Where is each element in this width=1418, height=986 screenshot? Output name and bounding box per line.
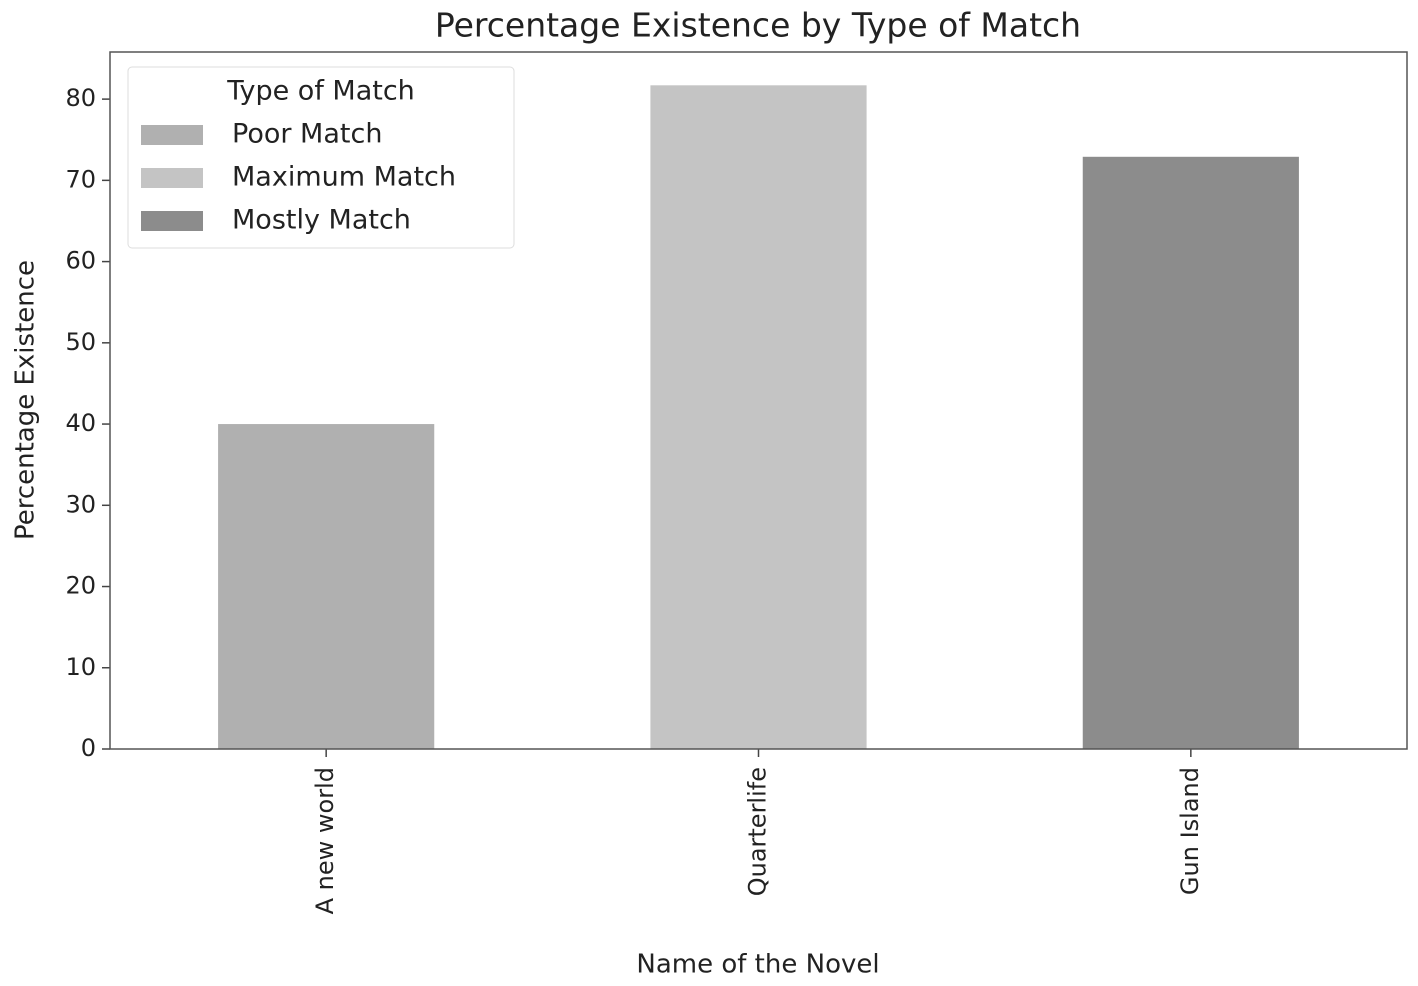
y-tick-label: 10: [65, 653, 96, 681]
y-tick-label: 30: [65, 490, 96, 518]
bar: [218, 424, 435, 749]
plot-frame: [109, 51, 1408, 750]
legend-swatch: [141, 125, 203, 145]
legend: Type of Match Poor Match Maximum Match Most…: [127, 66, 515, 249]
y-tick-label: 60: [65, 247, 96, 275]
legend-title: Type of Match: [226, 76, 415, 107]
x-tick-label: Quarterlife: [744, 767, 772, 896]
x-axis-label: Name of the Novel: [636, 950, 879, 980]
legend-label: Mostly Match: [232, 205, 411, 236]
legend-swatch: [141, 211, 203, 231]
x-tick-label: Gun Island: [1176, 767, 1204, 895]
bar: [1082, 156, 1299, 749]
x-tick-label: A new world: [311, 767, 339, 914]
y-tick-label: 40: [65, 409, 96, 437]
y-tick-label: 20: [65, 572, 96, 600]
legend-label: Maximum Match: [232, 162, 456, 193]
y-tick-label: 0: [81, 734, 96, 762]
y-tick-label: 50: [65, 328, 96, 356]
y-tick-label: 80: [65, 84, 96, 112]
legend-swatch: [141, 168, 203, 188]
y-tick-label: 70: [65, 165, 96, 193]
chart-title: Percentage Existence by Type of Match: [435, 6, 1081, 45]
legend-box: [127, 66, 515, 249]
y-axis-label: Percentage Existence: [11, 260, 41, 540]
legend-label: Poor Match: [232, 119, 382, 150]
bar: [650, 85, 867, 750]
